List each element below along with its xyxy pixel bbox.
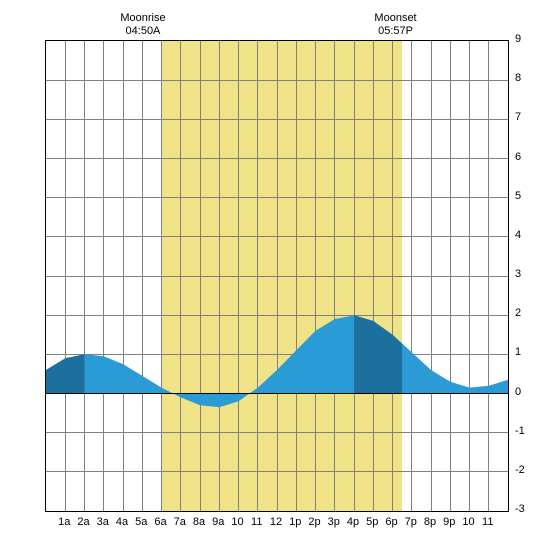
y-tick-label: 3 <box>515 268 521 280</box>
x-tick-label: 12 <box>270 516 282 528</box>
x-tick-label: 5p <box>366 516 378 528</box>
x-tick-label: 8p <box>424 516 436 528</box>
annotation-title: Moonset <box>366 12 426 25</box>
y-tick-label: -3 <box>515 503 525 515</box>
x-tick-label: 6a <box>154 516 166 528</box>
x-tick-label: 11 <box>251 516 262 528</box>
tide-chart: -3-2-101234567891a2a3a4a5a6a7a8a9a101112… <box>10 10 540 540</box>
moonrise-label: Moonrise04:50A <box>113 12 173 38</box>
x-tick-label: 1p <box>289 516 301 528</box>
x-tick-label: 9p <box>443 516 455 528</box>
plot-area <box>45 40 509 512</box>
x-tick-label: 11 <box>482 516 493 528</box>
y-tick-label: 5 <box>515 190 521 202</box>
y-tick-label: 0 <box>515 386 521 398</box>
y-tick-label: 6 <box>515 151 521 163</box>
zero-line <box>46 393 508 394</box>
y-tick-label: 2 <box>515 307 521 319</box>
y-tick-label: 7 <box>515 111 521 123</box>
y-tick-label: -1 <box>515 425 525 437</box>
annotation-title: Moonrise <box>113 12 173 25</box>
y-tick-label: 8 <box>515 72 521 84</box>
x-tick-label: 4a <box>116 516 128 528</box>
x-tick-label: 2a <box>77 516 89 528</box>
x-tick-label: 7a <box>174 516 186 528</box>
moonset-label: Moonset05:57P <box>366 12 426 38</box>
x-tick-label: 3a <box>97 516 109 528</box>
x-tick-label: 2p <box>308 516 320 528</box>
x-tick-label: 4p <box>347 516 359 528</box>
x-tick-label: 8a <box>193 516 205 528</box>
x-tick-label: 7p <box>405 516 417 528</box>
annotation-time: 04:50A <box>113 25 173 38</box>
tide-area <box>46 41 508 511</box>
y-tick-label: 1 <box>515 346 521 358</box>
y-tick-label: -2 <box>515 464 525 476</box>
x-tick-label: 10 <box>231 516 243 528</box>
x-tick-label: 1a <box>58 516 70 528</box>
y-tick-label: 9 <box>515 33 521 45</box>
x-tick-label: 3p <box>328 516 340 528</box>
y-tick-label: 4 <box>515 229 521 241</box>
annotation-time: 05:57P <box>366 25 426 38</box>
x-tick-label: 5a <box>135 516 147 528</box>
x-tick-label: 9a <box>212 516 224 528</box>
x-tick-label: 6p <box>385 516 397 528</box>
x-tick-label: 10 <box>462 516 474 528</box>
